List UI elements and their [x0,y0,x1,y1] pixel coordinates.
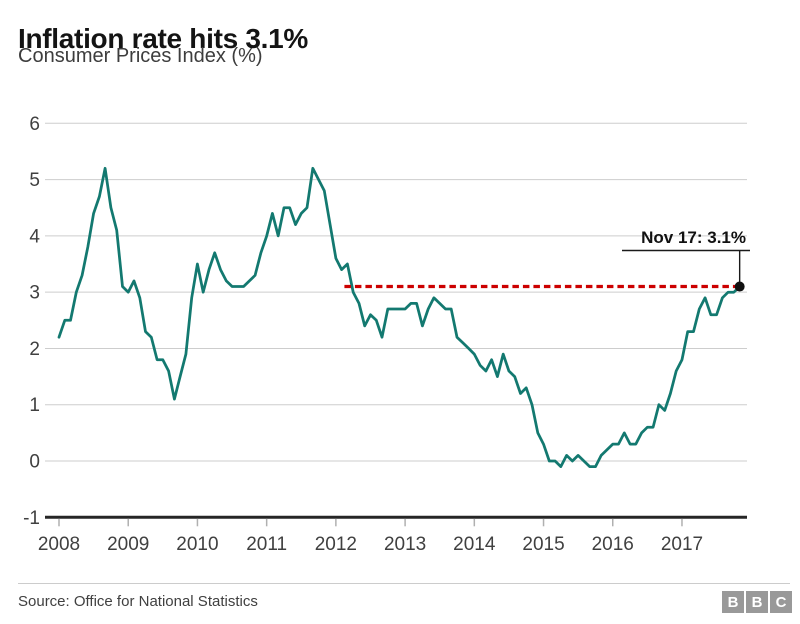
annotation-label: Nov 17: 3.1% [641,228,746,247]
x-tick-label: 2013 [384,534,426,555]
chart-title: Inflation rate hits 3.1% [18,22,308,54]
bbc-logo-letter: C [770,591,792,613]
x-tick-label: 2009 [107,534,149,555]
y-tick-label: 6 [29,114,40,135]
bbc-logo-letter: B [746,591,768,613]
y-tick-label: 4 [29,226,40,247]
source-text: Source: Office for National Statistics [18,593,258,610]
footer-divider [18,583,790,584]
x-tick-label: 2015 [522,534,564,555]
x-tick-label: 2011 [246,534,287,555]
x-tick-label: 2016 [592,534,634,555]
x-tick-label: 2017 [661,534,703,555]
bbc-logo-letter: B [722,591,744,613]
cpi-line-chart: 6 5 4 3 2 1 0 -1 2008 2009 2010 2011 2012 2013 2014 201… [23,114,750,555]
y-tick-label: 1 [29,395,40,416]
cpi-line [57,166,742,468]
y-tick-label: 3 [29,283,40,304]
x-tick-label: 2010 [176,534,218,555]
endpoint-dot [734,281,745,292]
x-tick-label: 2014 [453,534,496,555]
y-tick-label: 2 [29,339,40,360]
x-tick-label: 2008 [38,534,80,555]
y-tick-label: -1 [23,508,40,529]
y-tick-label: 0 [29,452,40,473]
bbc-logo: B B C [722,591,792,613]
y-tick-label: 5 [29,170,40,191]
x-tick-label: 2012 [315,534,357,555]
chart-subtitle: Consumer Prices Index (%) [18,45,263,67]
